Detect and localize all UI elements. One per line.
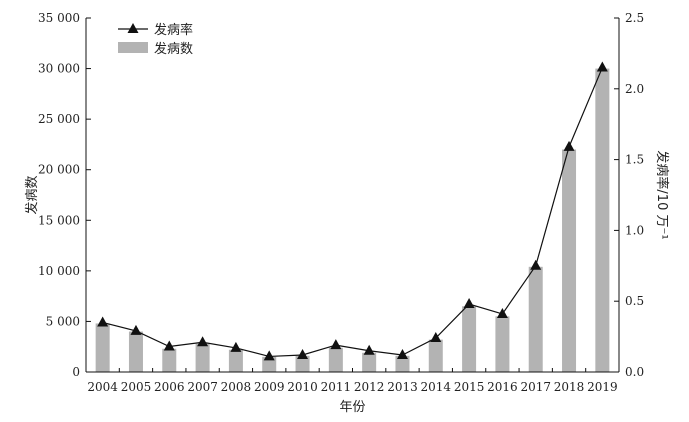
y2-axis-title: 发病率/10 万⁻¹ [654, 150, 670, 239]
x-tick-label: 2019 [587, 380, 618, 394]
bar [362, 352, 377, 372]
line-point [430, 332, 442, 343]
bar [328, 347, 343, 372]
line-point [297, 349, 309, 360]
line-point [330, 339, 342, 350]
x-tick-label: 2018 [554, 380, 585, 394]
y2-tick-label: 1.0 [625, 223, 644, 237]
x-tick-label: 2006 [154, 380, 185, 394]
bar [595, 68, 610, 373]
line-path [102, 67, 603, 358]
y-tick-label: 15 000 [38, 213, 80, 227]
y2-tick-label: 0.0 [625, 365, 644, 379]
line-point [530, 259, 542, 270]
line-point [363, 344, 375, 355]
x-tick-label: 2007 [187, 380, 218, 394]
x-tick-label: 2004 [87, 380, 118, 394]
x-tick-label: 2013 [387, 380, 418, 394]
x-tick-label: 2014 [421, 380, 452, 394]
line-point [563, 140, 575, 151]
x-tick-label: 2011 [321, 380, 352, 394]
line-point [230, 341, 242, 352]
bar [195, 343, 210, 372]
line-series [97, 61, 608, 361]
y-tick-label: 0 [72, 365, 80, 379]
y2-tick-label: 1.5 [625, 153, 644, 167]
line-point [496, 307, 508, 318]
y-tick-label: 25 000 [38, 112, 80, 126]
line-point [163, 340, 175, 351]
bar [228, 349, 243, 372]
bar [295, 355, 310, 372]
y2-tick-label: 2.0 [625, 82, 644, 96]
bar-series [95, 68, 610, 373]
y2-tick-label: 2.5 [625, 11, 644, 25]
legend-triangle-icon [127, 23, 139, 33]
bar [528, 266, 543, 372]
bar [95, 323, 110, 372]
y-tick-label: 35 000 [38, 11, 80, 25]
legend-label-count: 发病数 [154, 41, 193, 57]
line-point [97, 316, 109, 327]
x-tick-label: 2015 [454, 380, 485, 394]
bar [128, 331, 143, 372]
y-axis-title: 发病数 [24, 175, 40, 214]
axes [85, 17, 620, 373]
x-tick-label: 2012 [354, 380, 385, 394]
x-axis-title: 年份 [339, 400, 365, 415]
y-tick-label: 20 000 [38, 163, 80, 177]
line-point [463, 298, 475, 309]
axis-labels: 0 5 000 10 000 15 000 20 000 25 000 30 000 35 0… [24, 11, 670, 415]
x-tick-label: 2009 [254, 380, 285, 394]
y-tick-label: 10 000 [38, 264, 80, 278]
legend-label-rate: 发病率 [154, 22, 193, 38]
y2-tick-label: 0.5 [625, 294, 644, 308]
bar [262, 356, 277, 372]
bar [395, 355, 410, 372]
x-tick-label: 2016 [487, 380, 518, 394]
bar [495, 316, 510, 372]
bar [462, 306, 477, 372]
line-point [130, 324, 142, 335]
y-tick-label: 5 000 [46, 314, 80, 328]
bar [428, 339, 443, 372]
line-point [596, 61, 608, 72]
bar [562, 149, 577, 372]
x-tick-label: 2017 [520, 380, 551, 394]
line-point [197, 336, 209, 347]
x-tick-label: 2008 [221, 380, 252, 394]
y-tick-label: 30 000 [38, 62, 80, 76]
bar [162, 348, 177, 372]
legend-bar-swatch [118, 42, 148, 53]
x-tick-label: 2010 [287, 380, 318, 394]
x-tick-label: 2005 [121, 380, 152, 394]
line-point [263, 350, 275, 361]
line-point [396, 349, 408, 360]
